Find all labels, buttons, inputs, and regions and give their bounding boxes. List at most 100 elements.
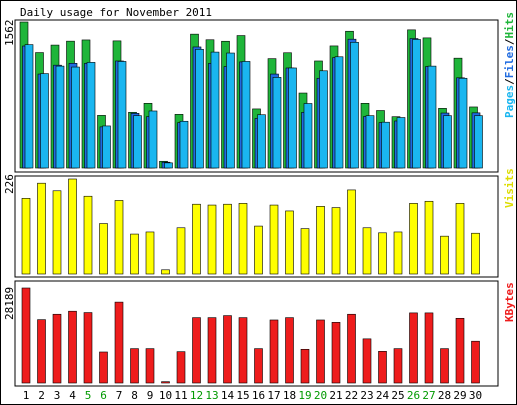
kbytes-panel: 28189 KBytes bbox=[3, 280, 516, 387]
pages-bar bbox=[427, 65, 437, 169]
x-tick-label: 7 bbox=[116, 389, 123, 402]
visits-bar bbox=[207, 204, 217, 275]
x-tick-label: 20 bbox=[314, 389, 327, 402]
kbytes-bar bbox=[393, 348, 403, 384]
kbytes-bar bbox=[378, 351, 387, 384]
visits-bar bbox=[393, 231, 403, 275]
visits-bar bbox=[68, 178, 77, 275]
visits-bar bbox=[130, 233, 139, 275]
kbytes-bar bbox=[176, 351, 186, 384]
visits-bar bbox=[362, 227, 372, 275]
kbytes-ymax-label: 28189 bbox=[3, 287, 16, 320]
pages-bar bbox=[24, 44, 34, 169]
kbytes-bar bbox=[161, 381, 170, 384]
pages-bar bbox=[396, 117, 406, 169]
visits-bar bbox=[99, 223, 108, 275]
pages-bar bbox=[164, 162, 173, 169]
x-tick-label: 6 bbox=[100, 389, 107, 402]
kbytes-bar bbox=[331, 322, 341, 384]
pages-legend-label: Pages bbox=[503, 85, 516, 118]
pages-bar bbox=[412, 39, 421, 169]
visits-bar bbox=[114, 200, 124, 275]
x-tick-label: 24 bbox=[376, 389, 390, 402]
x-tick-label: 9 bbox=[147, 389, 154, 402]
kbytes-bar bbox=[114, 301, 124, 384]
x-tick-label: 18 bbox=[283, 389, 296, 402]
visits-bar bbox=[347, 189, 356, 275]
x-tick-label: 10 bbox=[159, 389, 172, 402]
kbytes-panel-frame bbox=[14, 280, 499, 387]
visits-bar bbox=[161, 269, 170, 275]
x-tick-label: 8 bbox=[131, 389, 138, 402]
x-tick-label: 13 bbox=[205, 389, 218, 402]
visits-bar bbox=[52, 190, 62, 275]
x-tick-label: 21 bbox=[329, 389, 342, 402]
kbytes-bar bbox=[424, 312, 434, 384]
visits-bar bbox=[223, 203, 232, 275]
files-legend-label: Files bbox=[503, 45, 516, 78]
x-tick-label: 15 bbox=[236, 389, 249, 402]
visits-bar bbox=[145, 231, 155, 275]
visits-bar bbox=[331, 207, 341, 275]
x-tick-label: 2 bbox=[38, 389, 45, 402]
visits-bar bbox=[83, 195, 93, 275]
visits-ymax-label: 226 bbox=[3, 174, 16, 194]
kbytes-bar bbox=[285, 317, 294, 384]
x-tick-label: 12 bbox=[190, 389, 203, 402]
pages-bar bbox=[241, 61, 251, 169]
pages-bar bbox=[117, 61, 127, 169]
hits-axis-label: Pages/Files/Hits bbox=[503, 12, 516, 118]
kbytes-bar bbox=[316, 319, 325, 384]
pages-bar bbox=[148, 110, 158, 169]
hits-ymax-label: 1562 bbox=[3, 20, 16, 47]
hits-files-pages-panel: 1562 Pages/Files/Hits bbox=[3, 12, 516, 173]
kbytes-bar bbox=[83, 312, 93, 384]
x-tick-label: 23 bbox=[360, 389, 373, 402]
x-tick-label: 29 bbox=[453, 389, 466, 402]
visits-bar bbox=[300, 228, 310, 275]
kbytes-bar bbox=[347, 313, 356, 384]
x-tick-label: 25 bbox=[391, 389, 404, 402]
pages-bar bbox=[272, 77, 282, 169]
x-tick-label: 3 bbox=[54, 389, 61, 402]
pages-bar bbox=[381, 121, 390, 169]
visits-panel: 226 Visits bbox=[3, 168, 516, 278]
kbytes-bar bbox=[455, 317, 465, 384]
visits-bar bbox=[21, 198, 31, 275]
pages-bar bbox=[102, 125, 111, 169]
x-tick-label: 22 bbox=[345, 389, 358, 402]
x-tick-label: 30 bbox=[469, 389, 482, 402]
pages-bar bbox=[55, 65, 65, 169]
legend-separator-1: / bbox=[503, 78, 516, 85]
pages-bar bbox=[257, 114, 266, 169]
pages-bar bbox=[443, 115, 452, 169]
legend-separator-2: / bbox=[503, 38, 516, 45]
visits-bar bbox=[176, 227, 186, 275]
kbytes-bar bbox=[440, 348, 449, 384]
hits-legend-label: Hits bbox=[503, 12, 516, 39]
x-tick-label: 26 bbox=[407, 389, 420, 402]
visits-axis-label: Visits bbox=[503, 168, 516, 208]
visits-bar bbox=[254, 225, 263, 275]
visits-bar bbox=[37, 182, 46, 275]
x-tick-label: 14 bbox=[221, 389, 235, 402]
kbytes-bar bbox=[269, 319, 279, 384]
pages-bar bbox=[133, 115, 142, 169]
pages-bar bbox=[40, 73, 49, 169]
kbytes-bar bbox=[254, 348, 263, 384]
pages-bar bbox=[179, 120, 189, 169]
visits-bar bbox=[269, 204, 279, 275]
pages-bar bbox=[288, 67, 297, 169]
visits-panel-frame bbox=[14, 175, 499, 278]
pages-bar bbox=[210, 51, 220, 169]
kbytes-bar bbox=[99, 351, 108, 384]
kbytes-bar bbox=[130, 348, 139, 384]
kbytes-bar bbox=[192, 317, 201, 384]
pages-bar bbox=[303, 103, 313, 169]
kbytes-axis-label: KBytes bbox=[503, 282, 516, 322]
visits-bar bbox=[424, 200, 434, 275]
kbytes-bar bbox=[52, 313, 62, 384]
kbytes-bar bbox=[362, 338, 372, 384]
x-axis-day-labels: 1 2 3 4 5 6 7 8 9 10 11 12 13 14 15 16 17 18 19 20 21 22 23 24 2… bbox=[23, 389, 482, 402]
